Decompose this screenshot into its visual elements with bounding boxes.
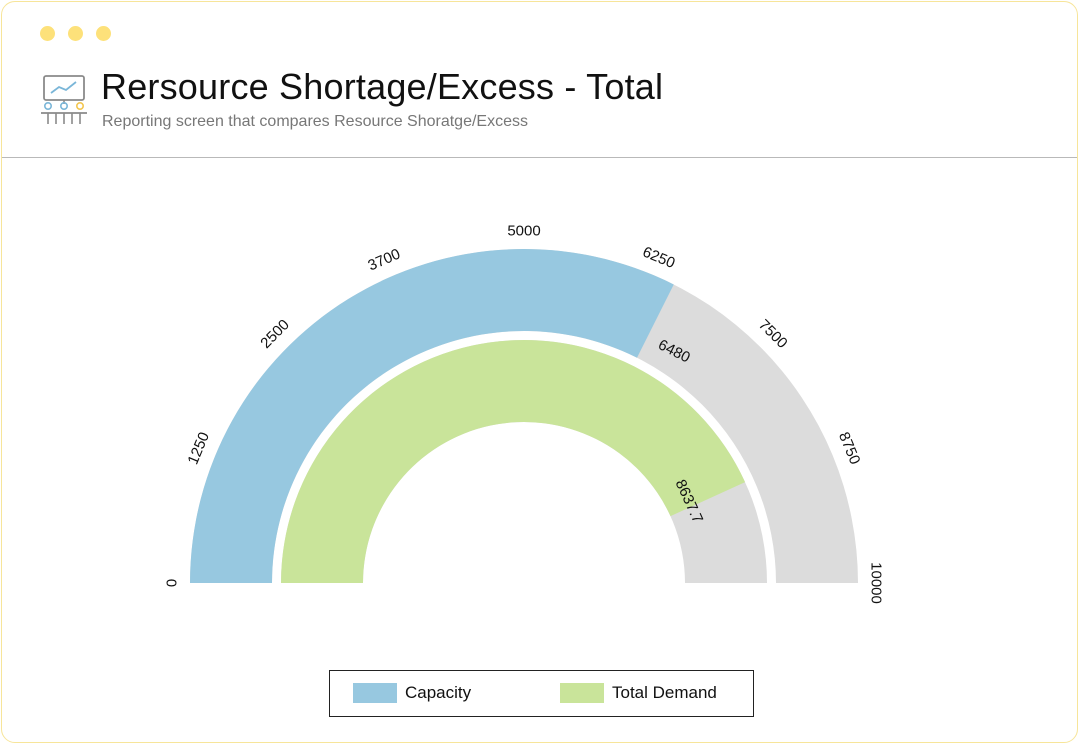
tick-label-0: 0 xyxy=(164,579,181,587)
tick-label-10000: 10000 xyxy=(868,562,885,604)
page-subtitle: Reporting screen that compares Resource … xyxy=(102,113,528,130)
capacity-value-arc[interactable] xyxy=(190,248,674,583)
window-dot-close[interactable] xyxy=(40,26,55,41)
window-dot-maximize[interactable] xyxy=(96,26,111,41)
window-dot-minimize[interactable] xyxy=(68,26,83,41)
legend-swatch-capacity xyxy=(353,683,397,703)
demand-value-arc[interactable] xyxy=(281,340,746,583)
legend-item-total-demand[interactable]: Total Demand xyxy=(560,683,717,703)
tick-label-5000: 5000 xyxy=(507,223,540,240)
tick-label-1250: 1250 xyxy=(185,430,213,467)
legend-label-capacity: Capacity xyxy=(405,683,472,702)
presentation-board-icon xyxy=(41,75,87,124)
legend-item-capacity[interactable]: Capacity xyxy=(353,683,471,703)
legend-label-total-demand: Total Demand xyxy=(612,683,717,702)
header-divider xyxy=(2,157,1077,158)
window-controls xyxy=(40,26,111,41)
page-title: Rersource Shortage/Excess - Total xyxy=(101,66,664,107)
tick-label-3700: 3700 xyxy=(366,246,403,275)
tick-label-2500: 2500 xyxy=(257,316,293,352)
tick-label-6250: 6250 xyxy=(640,244,677,272)
tick-label-8750: 8750 xyxy=(835,430,863,467)
legend-swatch-total-demand xyxy=(560,683,604,703)
tick-label-7500: 7500 xyxy=(755,316,791,352)
chart-legend: Capacity Total Demand xyxy=(329,670,754,717)
